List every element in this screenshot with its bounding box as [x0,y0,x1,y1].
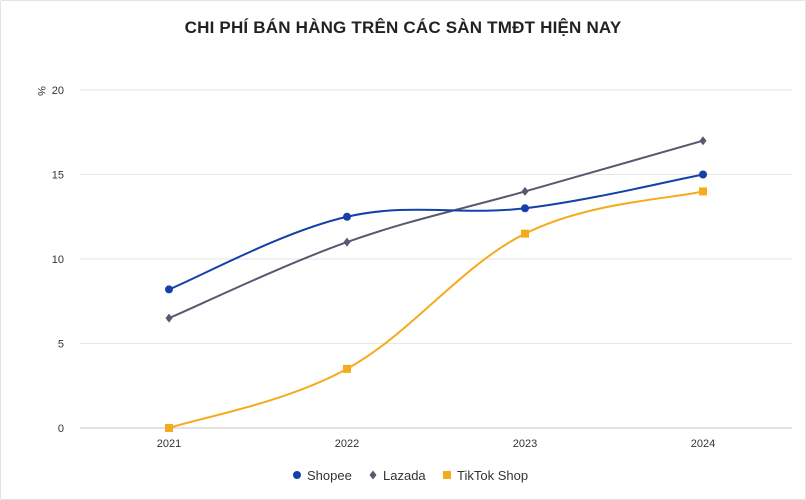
series-shopee [165,170,707,294]
grid-lines [80,89,792,429]
legend-item[interactable]: Lazada [369,468,427,483]
x-axis-ticks: 2021 2022 2023 2024 [157,438,715,450]
legend-item[interactable]: Shopee [293,468,352,483]
y-tick-label: 20 [52,85,64,97]
series-line [168,173,704,291]
x-tick-label: 2022 [335,438,359,450]
data-point [343,364,351,373]
x-tick-label: 2021 [157,438,181,450]
data-point [343,212,351,221]
legend-marker [293,471,301,479]
data-point [165,313,173,323]
series-tiktok-shop [165,187,707,432]
legend-marker [443,471,451,479]
series-group [165,136,707,432]
legend-label: Shopee [307,468,352,483]
legend: Shopee Lazada TikTok Shop [293,468,528,483]
y-tick-label: 5 [58,339,64,351]
data-point [521,204,529,213]
data-point [521,229,529,238]
data-point [165,285,173,294]
series-lazada [165,136,707,323]
data-point [699,187,707,196]
data-point [343,237,351,247]
y-axis-unit-label: % [35,86,47,96]
x-tick-label: 2023 [513,438,537,450]
legend-label: TikTok Shop [457,468,528,483]
chart-title: CHI PHÍ BÁN HÀNG TRÊN CÁC SÀN TMĐT HIỆN … [184,18,622,37]
y-tick-label: 0 [58,423,64,435]
data-point [521,186,529,196]
series-line [168,139,704,320]
legend-marker [369,470,377,480]
x-tick-label: 2024 [691,438,715,450]
y-axis-ticks: 0 5 10 15 20 [52,85,64,435]
legend-item[interactable]: TikTok Shop [443,468,528,483]
data-point [165,424,173,432]
series-line [168,190,704,429]
legend-label: Lazada [383,468,426,483]
y-tick-label: 10 [52,254,64,266]
data-point [699,136,707,146]
data-point [699,170,707,179]
y-tick-label: 15 [52,170,64,182]
